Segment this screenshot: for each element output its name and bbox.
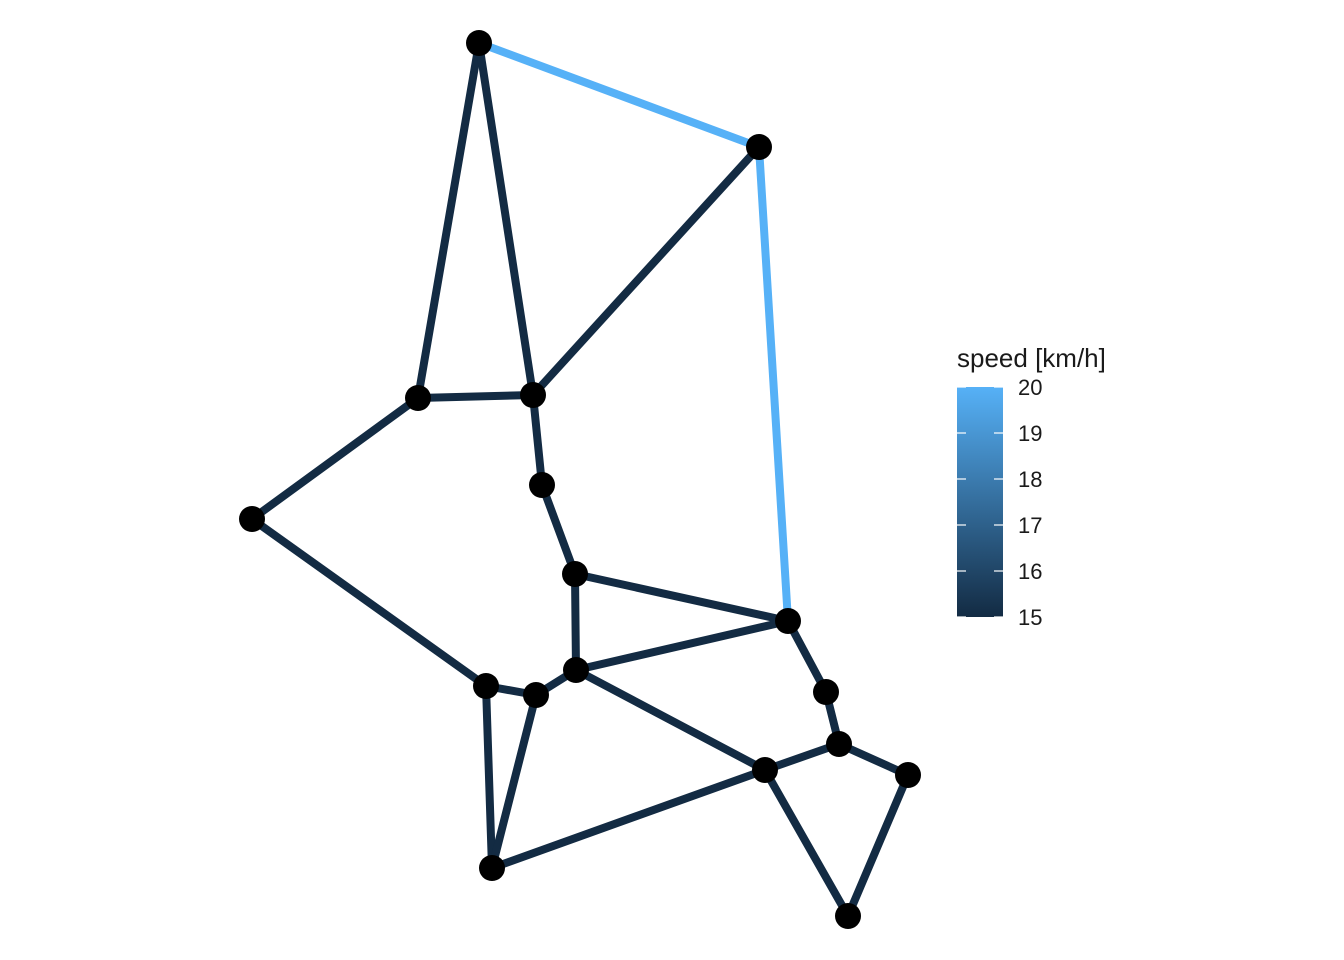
- edge-n12-n17: [488, 691, 540, 872]
- node-n14: [826, 731, 852, 757]
- legend-tick-label-17: 17: [1018, 513, 1042, 538]
- edge-n4-n6: [529, 391, 546, 489]
- edge-n7-n9: [571, 570, 792, 625]
- network-edges: [248, 39, 912, 920]
- node-n17: [479, 855, 505, 881]
- node-n11: [473, 673, 499, 699]
- legend-tick-label-16: 16: [1018, 559, 1042, 584]
- edge-n9-n13: [784, 617, 830, 696]
- node-n2: [746, 134, 772, 160]
- node-n3: [405, 385, 431, 411]
- edge-n2-n4: [529, 143, 763, 399]
- edge-n15-n18: [761, 766, 852, 920]
- edge-n10-n9: [572, 617, 792, 674]
- edge-n2-n9: [755, 143, 792, 625]
- node-n13: [813, 679, 839, 705]
- legend-tick-label-19: 19: [1018, 421, 1042, 446]
- legend-colorbar: [957, 387, 1003, 617]
- network-nodes: [239, 30, 921, 929]
- edge-n10-n15: [572, 666, 769, 774]
- node-n1: [466, 30, 492, 56]
- edge-n14-n15: [761, 740, 843, 774]
- edge-n5-n11: [248, 515, 490, 690]
- legend-ticks: 15 16 17 18 19 20: [957, 375, 1042, 630]
- edge-n1-n2: [475, 39, 763, 151]
- legend-title: speed [km/h]: [957, 343, 1106, 373]
- node-n15: [752, 757, 778, 783]
- node-n7: [562, 561, 588, 587]
- edge-n6-n7: [538, 481, 579, 578]
- edge-n3-n5: [248, 394, 422, 523]
- node-n5: [239, 506, 265, 532]
- speed-legend: speed [km/h] 15 16 17 18 19 20: [957, 343, 1106, 630]
- legend-tick-label-18: 18: [1018, 467, 1042, 492]
- edge-n17-n15: [488, 766, 769, 872]
- legend-tick-label-15: 15: [1018, 605, 1042, 630]
- node-n18: [835, 903, 861, 929]
- node-n4: [520, 382, 546, 408]
- edge-n7-n10: [571, 570, 580, 674]
- edge-n1-n4: [475, 39, 537, 399]
- edge-n11-n17: [482, 682, 496, 872]
- edge-n3-n4: [414, 391, 537, 402]
- edge-n1-n3: [414, 39, 483, 402]
- node-n6: [529, 472, 555, 498]
- node-n10: [563, 657, 589, 683]
- legend-tick-label-20: 20: [1018, 375, 1042, 400]
- node-n12: [523, 682, 549, 708]
- node-n16: [895, 762, 921, 788]
- edge-n16-n18: [844, 771, 912, 920]
- node-n9: [775, 608, 801, 634]
